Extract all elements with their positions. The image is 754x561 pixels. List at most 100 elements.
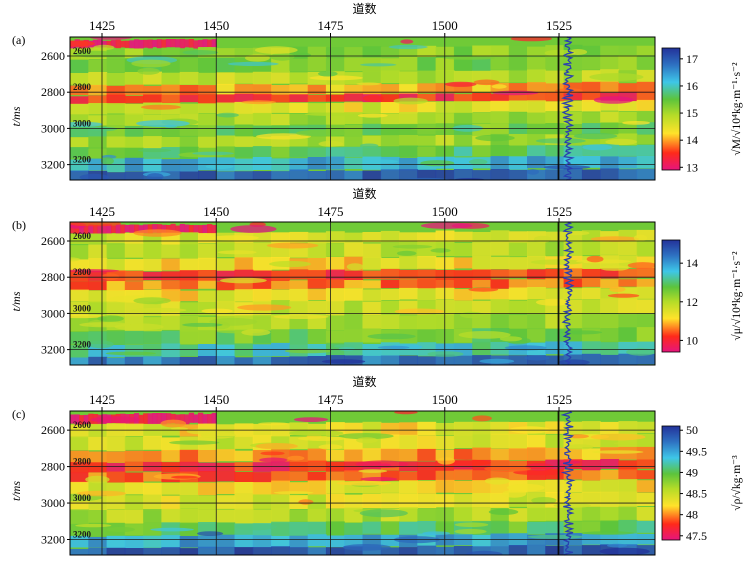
heatmap-cell xyxy=(70,281,89,291)
heatmap-cell xyxy=(234,279,254,291)
heatmap-lens xyxy=(298,436,346,441)
well-trace xyxy=(560,36,575,181)
heatmap-lens xyxy=(245,54,270,62)
inner-time-label: 2800 xyxy=(73,82,92,92)
heatmap-cell xyxy=(161,482,181,495)
heatmap-cell xyxy=(124,495,144,510)
heatmap-cell xyxy=(563,268,583,279)
heatmap-cell xyxy=(581,353,601,365)
heatmap-cell xyxy=(106,85,126,96)
heatmap-cell xyxy=(252,125,272,136)
heatmap-cell xyxy=(143,71,162,85)
heatmap-cell xyxy=(234,48,254,59)
heatmap-cell xyxy=(216,495,236,509)
panel-a: 道数 1425 1450 1475 1500 1525 2600 2800 3000 3200 26… xyxy=(9,1,743,181)
heatmap-cell xyxy=(472,493,492,508)
heatmap-cell xyxy=(472,279,492,288)
inner-time-label: 2800 xyxy=(73,267,92,277)
heatmap-lens xyxy=(105,351,156,356)
heatmap-cell xyxy=(88,59,108,73)
heatmap-cell xyxy=(184,39,190,48)
heatmap-cell xyxy=(472,255,492,270)
heatmap-cell xyxy=(417,146,437,157)
heatmap-cell xyxy=(472,269,492,280)
heatmap-cell xyxy=(234,84,254,94)
heatmap-cell xyxy=(211,412,217,424)
heatmap-cell xyxy=(563,92,583,101)
heatmap-cell xyxy=(252,157,272,170)
heatmap-cell xyxy=(563,231,583,241)
y-axis-title: t/ms xyxy=(9,291,23,311)
heatmap-cell xyxy=(124,472,144,483)
heatmap-cell xyxy=(545,314,565,329)
heatmap-cell xyxy=(216,135,236,147)
heatmap-cell xyxy=(179,258,199,271)
heatmap-cell xyxy=(193,225,199,234)
heatmap-cell xyxy=(252,84,272,96)
heatmap-cell xyxy=(88,136,108,148)
x-tick-label: 1475 xyxy=(318,18,344,33)
heatmap-lens xyxy=(534,235,552,243)
heatmap-cell xyxy=(289,269,309,280)
heatmap-cell xyxy=(417,493,437,509)
heatmap-cell xyxy=(289,231,309,243)
heatmap-cell xyxy=(88,244,108,259)
heatmap-cell xyxy=(344,125,364,137)
heatmap-lens xyxy=(85,475,110,484)
heatmap-cell xyxy=(124,103,144,115)
heatmap-lens xyxy=(106,526,135,533)
heatmap-cell xyxy=(636,155,655,169)
heatmap-cell xyxy=(70,357,89,365)
heatmap-cell xyxy=(453,70,473,84)
heatmap-cell xyxy=(490,279,510,289)
heatmap-cell xyxy=(490,448,510,461)
heatmap-cell xyxy=(636,286,655,299)
heatmap-cell xyxy=(527,46,546,57)
heatmap-lens xyxy=(454,528,487,535)
heatmap-cell xyxy=(161,508,181,524)
y-tick-label: 2800 xyxy=(41,270,65,284)
heatmap-cell xyxy=(380,146,400,158)
heatmap-cell xyxy=(362,344,382,357)
heatmap-cell xyxy=(636,267,655,278)
heatmap-lens xyxy=(530,259,585,265)
heatmap-cell xyxy=(271,85,290,95)
heatmap-cell xyxy=(106,357,126,365)
heatmap-cell xyxy=(453,56,473,71)
heatmap-cell xyxy=(179,103,199,115)
heatmap-cell xyxy=(600,459,620,469)
heatmap-cell xyxy=(362,280,382,289)
heatmap-cell xyxy=(289,94,309,103)
heatmap-cell xyxy=(88,290,108,303)
heatmap-cell xyxy=(453,82,473,94)
heatmap-cell xyxy=(106,535,126,549)
heatmap-cell xyxy=(88,103,108,115)
heatmap-lens xyxy=(504,345,547,351)
heatmap-cell xyxy=(563,469,583,480)
heatmap-cell xyxy=(184,224,190,234)
heatmap-cell xyxy=(234,450,254,462)
heatmap-cell xyxy=(325,279,345,289)
heatmap-lens xyxy=(393,97,428,105)
heatmap-cell xyxy=(170,413,176,424)
heatmap-cell xyxy=(179,223,185,233)
heatmap-cell xyxy=(636,91,655,101)
heatmap-cell xyxy=(325,508,345,522)
heatmap-cell xyxy=(143,343,162,358)
heatmap-cell xyxy=(581,506,601,521)
heatmap-lens xyxy=(365,159,398,164)
colorbar xyxy=(661,239,681,353)
heatmap-cell xyxy=(490,45,510,57)
heatmap-cell xyxy=(417,169,437,180)
heatmap-cell xyxy=(472,447,492,461)
heatmap-cell xyxy=(289,521,309,536)
y-tick-label: 3000 xyxy=(41,121,65,135)
heatmap-cell xyxy=(453,101,473,114)
heatmap-cell xyxy=(106,494,126,510)
heatmap-cell xyxy=(527,123,546,135)
heatmap-cell xyxy=(289,58,309,72)
heatmap-lens xyxy=(356,437,378,444)
heatmap-cell xyxy=(88,451,108,463)
heatmap-cell xyxy=(344,170,364,180)
heatmap-cell xyxy=(636,229,655,241)
